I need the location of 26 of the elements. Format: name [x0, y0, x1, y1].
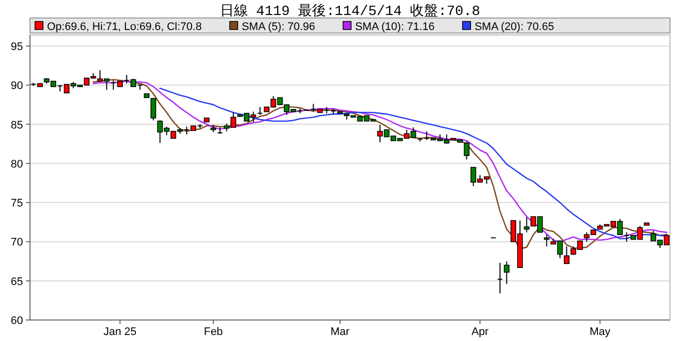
candlestick: [464, 140, 470, 160]
legend-label: Op:69.6, Hi:71, Lo:69.6, Cl:70.8: [47, 21, 202, 33]
x-tick-label: Apr: [471, 326, 489, 338]
y-tick-label: 80: [10, 158, 23, 170]
x-tick-label: Mar: [330, 326, 350, 338]
candlestick: [564, 246, 570, 264]
candlestick: [258, 106, 262, 116]
candlestick: [544, 234, 550, 247]
x-tick-label: Feb: [204, 326, 223, 338]
candlestick: [504, 260, 510, 284]
x-tick-label: Jan 25: [103, 326, 137, 338]
y-tick-label: 65: [10, 276, 23, 288]
legend-label: SMA (5): 70.96: [242, 21, 316, 33]
y-tick-label: 60: [10, 315, 23, 327]
candlestick: [524, 216, 530, 233]
y-tick-label: 85: [10, 119, 23, 132]
legend-label: SMA (20): 70.65: [474, 21, 554, 33]
y-tick-label: 95: [10, 40, 23, 53]
candlestick: [498, 262, 502, 294]
candlestick: [150, 98, 156, 121]
y-tick-label: 90: [10, 80, 23, 92]
chart-title: 日線 4119 最後:114/5/14 收盤:70.8: [220, 3, 480, 20]
x-tick-label: May: [590, 326, 611, 338]
y-tick-label: 70: [10, 236, 23, 249]
legend-label: SMA (10): 71.16: [355, 21, 435, 33]
y-tick-label: 75: [10, 198, 23, 210]
